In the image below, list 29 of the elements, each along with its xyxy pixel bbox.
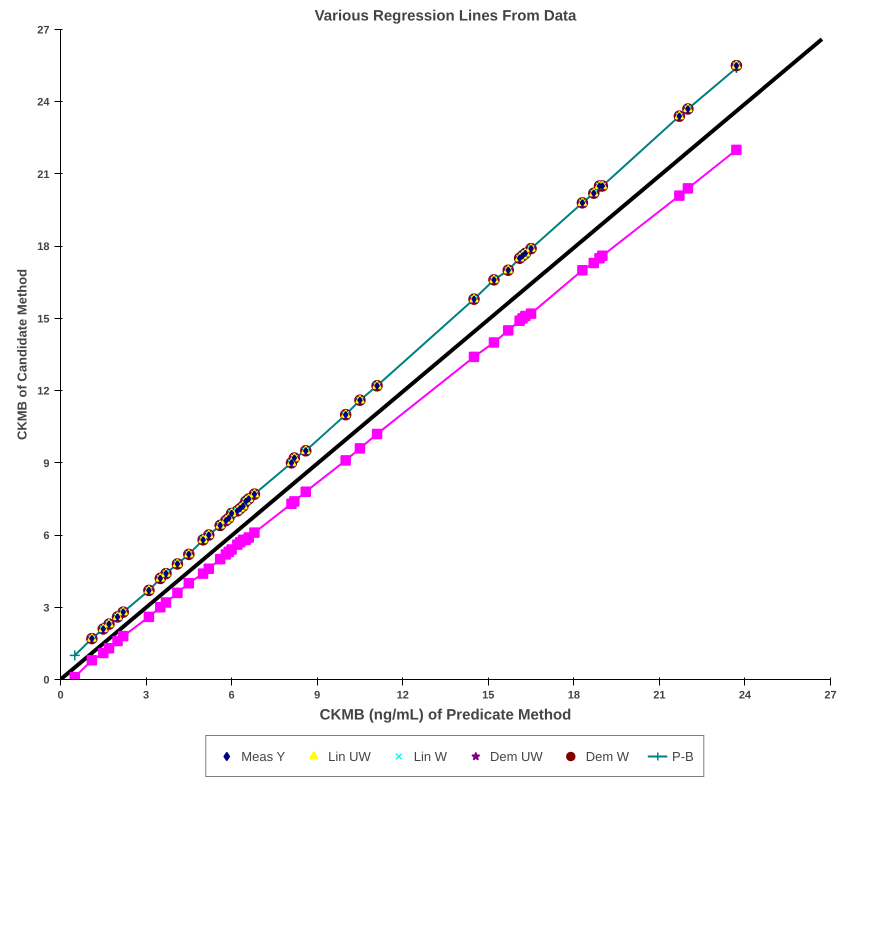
x-tick-label: 21 [653, 690, 666, 702]
legend-label: P-B [672, 748, 694, 764]
legend-label: Dem W [586, 748, 630, 764]
x-tick-label: 0 [57, 690, 64, 702]
y-tick-label: 6 [43, 530, 50, 542]
x-tick-label: 18 [568, 690, 580, 702]
y-tick-label: 12 [37, 386, 50, 398]
legend-label: Lin UW [328, 748, 371, 764]
x-tick-label: 9 [314, 690, 320, 702]
x-tick-label: 27 [824, 690, 837, 702]
y-tick-label: 21 [37, 168, 50, 181]
x-tick-label: 24 [738, 690, 752, 702]
y-tick-label: 24 [37, 96, 50, 109]
y-tick-label: 0 [43, 674, 50, 686]
x-tick-label: 3 [142, 690, 150, 702]
chart-title: Various Regression Lines From Data [314, 8, 578, 24]
legend-label: Meas Y [241, 748, 286, 764]
y-tick-label: 18 [37, 241, 50, 254]
legend-label: Lin W [414, 748, 447, 764]
y-axis-title: CKMB of Candidate Method [14, 268, 30, 440]
y-tick-label: 3 [43, 602, 50, 614]
x-tick-label: 12 [396, 690, 409, 702]
x-axis-title: CKMB (ng/mL) of Predicate Method [320, 706, 572, 724]
x-tick-label: 15 [482, 690, 494, 702]
y-tick-label: 15 [37, 313, 50, 326]
x-tick-label: 6 [228, 690, 235, 702]
y-tick-label: 27 [37, 24, 50, 36]
y-tick-label: 9 [43, 458, 50, 470]
legend-label: Dem UW [490, 748, 543, 764]
